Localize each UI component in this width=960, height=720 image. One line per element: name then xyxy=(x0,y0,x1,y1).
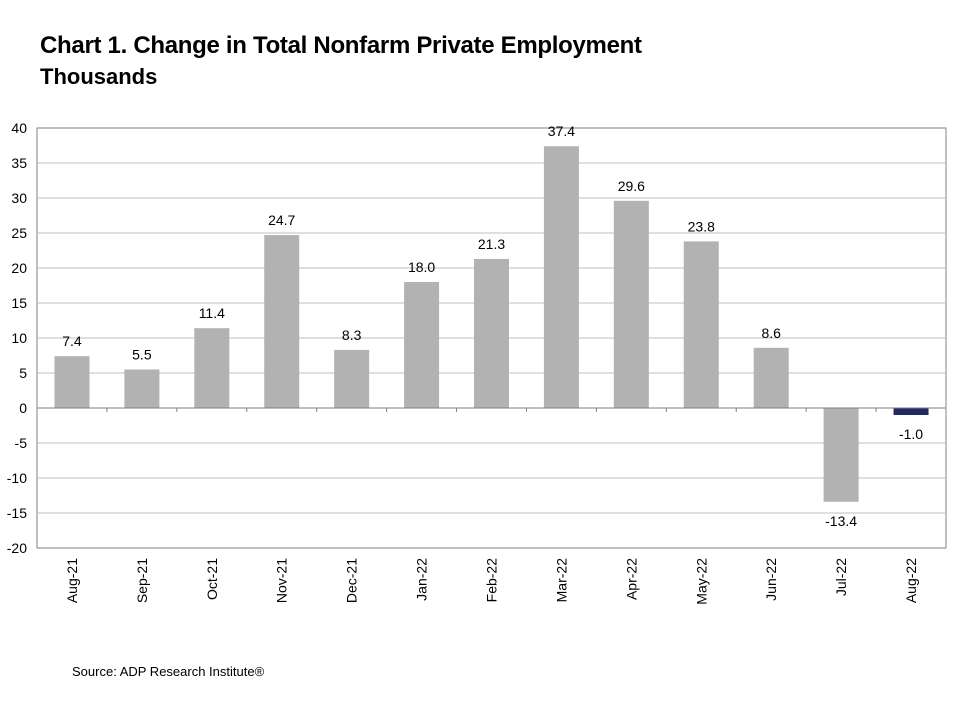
y-tick-label: 10 xyxy=(11,330,27,346)
y-tick-label: 30 xyxy=(11,190,27,206)
x-tick-label: May-22 xyxy=(693,558,709,605)
bar xyxy=(124,369,160,408)
data-label: 7.4 xyxy=(62,333,82,349)
bar xyxy=(54,356,90,408)
y-tick-label: 0 xyxy=(19,400,27,416)
source-note: Source: ADP Research Institute® xyxy=(72,664,265,679)
data-label: -13.4 xyxy=(825,513,857,529)
x-tick-label: Jan-22 xyxy=(414,558,430,601)
x-tick-label: Mar-22 xyxy=(553,558,569,603)
x-tick-label: Sep-21 xyxy=(134,558,150,603)
data-label: 21.3 xyxy=(478,236,505,252)
y-tick-label: -5 xyxy=(15,435,28,451)
x-tick-label: Apr-22 xyxy=(623,558,639,600)
bar xyxy=(474,258,509,408)
data-label: 8.3 xyxy=(342,327,362,343)
y-tick-label: 35 xyxy=(11,155,27,171)
data-label: 5.5 xyxy=(132,347,152,363)
x-tick-label: Nov-21 xyxy=(274,558,290,603)
bar xyxy=(194,328,230,408)
bar xyxy=(543,146,579,408)
x-tick-label: Dec-21 xyxy=(344,558,360,603)
y-tick-label: -10 xyxy=(7,470,27,486)
y-tick-label: 5 xyxy=(19,365,27,381)
x-tick-label: Feb-22 xyxy=(484,558,500,603)
data-label: 11.4 xyxy=(199,305,225,321)
data-label: 24.7 xyxy=(268,212,295,228)
data-label: 8.6 xyxy=(761,325,781,341)
y-tick-label: 25 xyxy=(11,225,27,241)
data-label: -1.0 xyxy=(899,426,923,442)
x-tick-label: Oct-21 xyxy=(204,558,220,600)
data-label: 29.6 xyxy=(618,178,645,194)
y-tick-label: 20 xyxy=(11,260,27,276)
data-label: 37.4 xyxy=(548,123,575,139)
bar xyxy=(404,282,440,408)
y-tick-label: -15 xyxy=(7,505,27,521)
bar xyxy=(613,200,649,408)
data-label: 23.8 xyxy=(688,218,715,234)
data-label: 18.0 xyxy=(408,259,435,275)
x-tick-label: Aug-22 xyxy=(903,558,919,603)
bar xyxy=(264,235,300,408)
bar xyxy=(893,408,929,415)
chart-title: Chart 1. Change in Total Nonfarm Private… xyxy=(40,32,642,59)
y-tick-label: -20 xyxy=(7,540,27,556)
bar xyxy=(334,349,370,408)
bar xyxy=(823,408,859,502)
y-tick-label: 40 xyxy=(11,120,27,136)
chart-subtitle: Thousands xyxy=(40,64,158,89)
x-tick-label: Aug-21 xyxy=(64,558,80,603)
bar xyxy=(753,347,789,408)
y-tick-label: 15 xyxy=(11,295,27,311)
x-tick-label: Jun-22 xyxy=(763,558,779,601)
bar xyxy=(683,241,719,408)
x-tick-label: Jul-22 xyxy=(833,558,849,596)
